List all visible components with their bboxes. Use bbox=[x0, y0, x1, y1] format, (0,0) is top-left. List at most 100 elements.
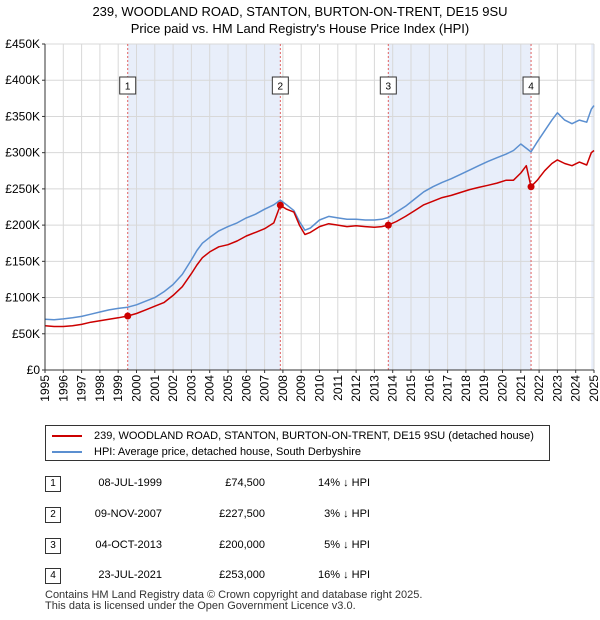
legend-label-property: 239, WOODLAND ROAD, STANTON, BURTON-ON-T… bbox=[94, 430, 534, 442]
x-tick-label: 2022 bbox=[532, 375, 546, 402]
transaction-number: 4 bbox=[45, 568, 61, 584]
transaction-date: 09-NOV-2007 bbox=[94, 508, 162, 520]
sale-label-box bbox=[379, 76, 397, 95]
chart-title: 239, WOODLAND ROAD, STANTON, BURTON-ON-T… bbox=[0, 3, 600, 37]
transaction-hpi: 3% ↓ HPI bbox=[324, 508, 370, 520]
title-line-1: 239, WOODLAND ROAD, STANTON, BURTON-ON-T… bbox=[92, 4, 508, 19]
x-tick-label: 2009 bbox=[294, 375, 308, 402]
sale-point-2 bbox=[276, 201, 284, 209]
y-tick-label: £450K bbox=[5, 37, 40, 51]
x-tick-label: 1996 bbox=[56, 375, 70, 402]
x-tick-label: 2024 bbox=[569, 375, 583, 402]
y-tick-label: £250K bbox=[5, 182, 40, 196]
y-tick-label: £0 bbox=[27, 363, 41, 377]
x-tick-label: 2023 bbox=[550, 375, 564, 402]
transaction-hpi: 14% ↓ HPI bbox=[318, 477, 370, 489]
legend-swatch-property bbox=[52, 435, 82, 438]
x-tick-label: 2000 bbox=[130, 375, 144, 402]
axes: £0 £50K £100K £150K £200K £250K £300K £350K £400… bbox=[5, 37, 600, 402]
x-tick-label: 2013 bbox=[367, 375, 381, 402]
x-tick-label: 2016 bbox=[422, 375, 436, 402]
x-tick-label: 2010 bbox=[313, 375, 327, 402]
x-tick-label: 2020 bbox=[496, 375, 510, 402]
y-tick-label: £150K bbox=[5, 254, 40, 268]
transaction-hpi: 5% ↓ HPI bbox=[324, 539, 370, 551]
sale-label-3: 3 bbox=[379, 76, 397, 95]
sale-label-1: 1 bbox=[119, 76, 137, 95]
x-tick-label: 2002 bbox=[166, 375, 180, 402]
shaded-ranges bbox=[127, 44, 594, 370]
y-tick-label: £200K bbox=[5, 218, 40, 232]
transaction-row: 1 08-JUL-1999 £74,500 14% ↓ HPI bbox=[0, 474, 600, 494]
x-tick-label: 2005 bbox=[221, 375, 235, 402]
x-tick-label: 2007 bbox=[258, 375, 272, 402]
series-line-property bbox=[44, 149, 595, 328]
legend-swatch-hpi bbox=[52, 451, 82, 454]
sale-point-1 bbox=[124, 312, 132, 320]
transaction-row: 3 04-OCT-2013 £200,000 5% ↓ HPI bbox=[0, 536, 600, 556]
x-tick-label: 1997 bbox=[75, 375, 89, 402]
footer-licence: This data is licensed under the Open Gov… bbox=[45, 600, 356, 612]
shaded-range bbox=[127, 44, 281, 370]
sale-point-3 bbox=[384, 221, 392, 229]
sale-point-4 bbox=[527, 183, 535, 191]
x-tick-label: 2012 bbox=[349, 375, 363, 402]
x-tick-label: 1999 bbox=[111, 375, 125, 402]
transaction-price: £200,000 bbox=[219, 539, 265, 551]
x-tick-label: 2014 bbox=[386, 375, 400, 402]
series-line-hpi bbox=[44, 105, 595, 321]
sale-label-text: 2 bbox=[278, 82, 284, 93]
y-tick-label: £400K bbox=[5, 73, 40, 87]
legend-item-hpi: HPI: Average price, detached house, Sout… bbox=[52, 444, 361, 460]
x-tick-label: 2003 bbox=[184, 375, 198, 402]
x-tick-label: 2025 bbox=[587, 375, 600, 402]
x-tick-label: 1998 bbox=[93, 375, 107, 402]
transaction-number: 3 bbox=[45, 538, 61, 554]
legend-label-hpi: HPI: Average price, detached house, Sout… bbox=[94, 446, 362, 458]
x-tick-label: 2015 bbox=[404, 375, 418, 402]
footer-copyright: Contains HM Land Registry data © Crown c… bbox=[45, 589, 423, 601]
footer: Contains HM Land Registry data © Crown c… bbox=[45, 590, 422, 612]
transaction-hpi: 16% ↓ HPI bbox=[318, 569, 370, 581]
transaction-date: 23-JUL-2021 bbox=[98, 569, 162, 581]
x-tick-label: 2001 bbox=[148, 375, 162, 402]
x-tick-label: 2004 bbox=[203, 375, 217, 402]
transaction-number: 2 bbox=[45, 507, 61, 523]
transaction-price: £74,500 bbox=[225, 477, 265, 489]
transaction-number: 1 bbox=[45, 476, 61, 492]
x-tick-label: 2021 bbox=[514, 375, 528, 402]
transaction-price: £227,500 bbox=[219, 508, 265, 520]
transaction-row: 4 23-JUL-2021 £253,000 16% ↓ HPI bbox=[0, 566, 600, 586]
x-tick-label: 2019 bbox=[477, 375, 491, 402]
legend: 239, WOODLAND ROAD, STANTON, BURTON-ON-T… bbox=[45, 425, 550, 461]
shaded-range bbox=[388, 44, 532, 370]
sale-labels: 1 2 3 4 bbox=[119, 76, 540, 95]
sale-label-text: 4 bbox=[528, 82, 534, 93]
title-line-2: Price paid vs. HM Land Registry's House … bbox=[130, 21, 470, 36]
series-lines bbox=[44, 105, 595, 328]
x-tick-label: 2017 bbox=[441, 375, 455, 402]
sale-label-4: 4 bbox=[522, 76, 540, 95]
price-chart: 1 2 3 4 £0 £50K £100K £150K £200K £250K £300K £350… bbox=[5, 37, 600, 402]
sale-label-2: 2 bbox=[271, 76, 289, 95]
x-tick-label: 2006 bbox=[239, 375, 253, 402]
sale-label-text: 1 bbox=[125, 82, 131, 93]
y-tick-label: £100K bbox=[5, 291, 40, 305]
transaction-date: 08-JUL-1999 bbox=[98, 477, 162, 489]
y-tick-label: £350K bbox=[5, 109, 40, 123]
sale-points bbox=[124, 183, 535, 320]
sale-label-box bbox=[522, 76, 540, 95]
transaction-price: £253,000 bbox=[219, 569, 265, 581]
legend-item-property: 239, WOODLAND ROAD, STANTON, BURTON-ON-T… bbox=[52, 428, 534, 444]
y-tick-label: £300K bbox=[5, 146, 40, 160]
grid bbox=[44, 43, 595, 371]
shaded-range bbox=[591, 44, 594, 370]
x-tick-label: 2011 bbox=[331, 375, 345, 401]
transaction-date: 04-OCT-2013 bbox=[95, 539, 162, 551]
x-tick-label: 1995 bbox=[38, 375, 52, 402]
x-tick-label: 2018 bbox=[459, 375, 473, 402]
sale-label-text: 3 bbox=[386, 82, 392, 93]
sale-label-box bbox=[271, 76, 289, 95]
transaction-row: 2 09-NOV-2007 £227,500 3% ↓ HPI bbox=[0, 505, 600, 525]
x-tick-label: 2008 bbox=[276, 375, 290, 402]
